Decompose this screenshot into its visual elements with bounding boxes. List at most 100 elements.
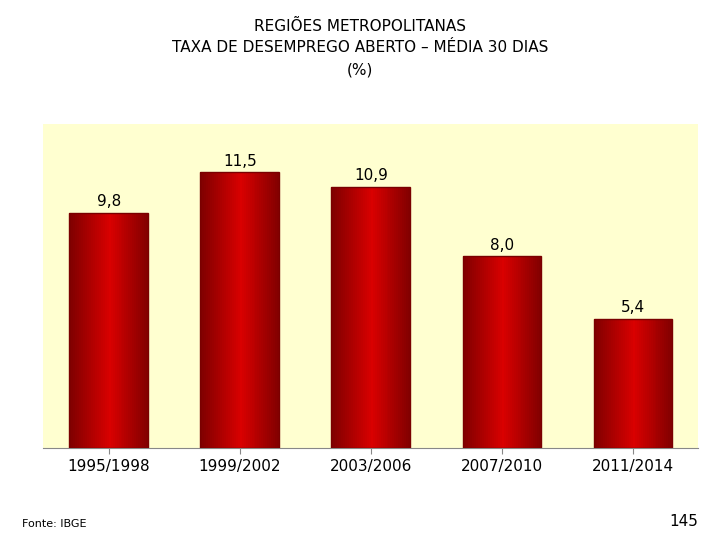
Bar: [218, 172, 220, 448]
Bar: [603, 319, 606, 448]
Bar: [505, 256, 508, 448]
Bar: [363, 187, 365, 448]
Bar: [670, 319, 672, 448]
Bar: [95, 213, 97, 448]
Bar: [490, 256, 492, 448]
Bar: [69, 213, 71, 448]
Bar: [537, 256, 539, 448]
Bar: [668, 319, 670, 448]
Bar: [242, 172, 243, 448]
Bar: [621, 319, 623, 448]
Bar: [76, 213, 77, 448]
Bar: [112, 213, 114, 448]
Bar: [617, 319, 619, 448]
Text: Fonte: IBGE: Fonte: IBGE: [22, 519, 86, 529]
Bar: [77, 213, 79, 448]
Bar: [357, 187, 359, 448]
Bar: [243, 172, 246, 448]
Bar: [633, 319, 635, 448]
Bar: [84, 213, 85, 448]
Bar: [339, 187, 341, 448]
Bar: [662, 319, 665, 448]
Text: 10,9: 10,9: [354, 168, 388, 183]
Bar: [510, 256, 512, 448]
Bar: [654, 319, 657, 448]
Bar: [89, 213, 91, 448]
Bar: [513, 256, 516, 448]
Bar: [269, 172, 271, 448]
Bar: [128, 213, 130, 448]
Text: (%): (%): [347, 62, 373, 77]
Bar: [91, 213, 93, 448]
Bar: [210, 172, 212, 448]
Bar: [343, 187, 346, 448]
Text: 5,4: 5,4: [621, 300, 645, 315]
Bar: [273, 172, 275, 448]
Bar: [593, 319, 672, 448]
Bar: [613, 319, 615, 448]
Bar: [400, 187, 402, 448]
Bar: [625, 319, 627, 448]
Bar: [73, 213, 76, 448]
Bar: [277, 172, 279, 448]
Bar: [527, 256, 529, 448]
Bar: [627, 319, 629, 448]
Bar: [488, 256, 490, 448]
Bar: [146, 213, 148, 448]
Text: REGIÕES METROPOLITANAS: REGIÕES METROPOLITANAS: [254, 19, 466, 34]
Bar: [349, 187, 351, 448]
Bar: [114, 213, 117, 448]
Bar: [482, 256, 484, 448]
Bar: [601, 319, 603, 448]
Bar: [516, 256, 518, 448]
Bar: [608, 319, 609, 448]
Bar: [639, 319, 641, 448]
Bar: [93, 213, 95, 448]
Bar: [361, 187, 363, 448]
Bar: [486, 256, 488, 448]
Bar: [402, 187, 404, 448]
Bar: [462, 256, 464, 448]
Text: 8,0: 8,0: [490, 238, 514, 253]
Bar: [333, 187, 336, 448]
Bar: [271, 172, 273, 448]
Bar: [406, 187, 408, 448]
Bar: [595, 319, 598, 448]
Bar: [615, 319, 617, 448]
Bar: [256, 172, 258, 448]
Bar: [623, 319, 625, 448]
Bar: [122, 213, 125, 448]
Bar: [200, 172, 202, 448]
Bar: [259, 172, 261, 448]
Bar: [644, 319, 647, 448]
Bar: [502, 256, 504, 448]
Bar: [593, 319, 595, 448]
Bar: [222, 172, 224, 448]
Bar: [529, 256, 531, 448]
Bar: [464, 256, 467, 448]
Bar: [496, 256, 498, 448]
Bar: [105, 213, 107, 448]
Bar: [367, 187, 369, 448]
Bar: [234, 172, 236, 448]
Bar: [341, 187, 343, 448]
Bar: [660, 319, 662, 448]
Bar: [365, 187, 367, 448]
Bar: [208, 172, 210, 448]
Bar: [87, 213, 89, 448]
Bar: [609, 319, 611, 448]
Bar: [253, 172, 256, 448]
Bar: [462, 256, 541, 448]
Bar: [132, 213, 134, 448]
Bar: [230, 172, 232, 448]
Bar: [371, 187, 373, 448]
Bar: [469, 256, 470, 448]
Bar: [140, 213, 142, 448]
Bar: [535, 256, 537, 448]
Bar: [396, 187, 398, 448]
Bar: [390, 187, 392, 448]
Bar: [665, 319, 666, 448]
Bar: [631, 319, 633, 448]
Bar: [474, 256, 477, 448]
Bar: [619, 319, 621, 448]
